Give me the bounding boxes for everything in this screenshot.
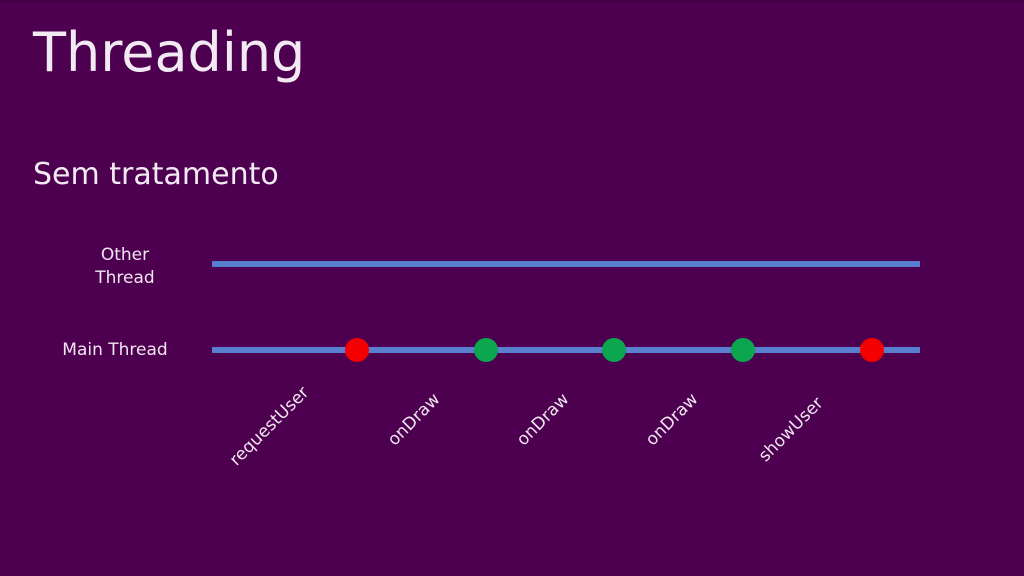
lane-label-main-thread: Main Thread — [62, 340, 168, 360]
event-label-on-draw-1: onDraw — [383, 389, 445, 450]
top-edge-divider — [0, 0, 1024, 2]
lane-label-other-thread: Other Thread — [95, 245, 155, 288]
page-title: Threading — [33, 21, 306, 84]
event-dot-request-user[interactable] — [345, 338, 369, 362]
event-label-on-draw-3: onDraw — [641, 389, 703, 450]
event-label-request-user: requestUser — [225, 382, 314, 470]
lane-line-other-thread — [212, 261, 920, 267]
event-dot-show-user[interactable] — [860, 338, 884, 362]
event-label-on-draw-2: onDraw — [512, 389, 574, 450]
page-subtitle: Sem tratamento — [33, 157, 279, 192]
event-dot-on-draw-1[interactable] — [474, 338, 498, 362]
event-dot-on-draw-3[interactable] — [731, 338, 755, 362]
lane-line-main-thread — [212, 347, 920, 353]
event-label-show-user: showUser — [754, 393, 828, 466]
event-dot-on-draw-2[interactable] — [602, 338, 626, 362]
